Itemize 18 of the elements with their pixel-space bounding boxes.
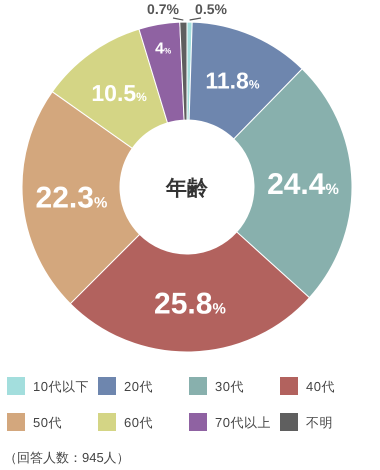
data-label: 0.7% [147,1,180,17]
text: （回答人数：945人） [4,450,130,465]
legend-label: 60代 [124,415,153,430]
legend-label: 20代 [124,379,153,394]
legend-label: 30代 [215,379,244,394]
data-label: 22.3% [36,181,108,214]
data-label: 11.8% [205,67,260,94]
legend-label: 40代 [306,379,335,394]
data-label: 10.5% [91,80,148,106]
legend-label: 不明 [306,415,333,430]
legend-label: 50代 [33,415,62,430]
text: 年齢 [165,177,209,200]
data-label: 4% [155,40,172,58]
data-label: 0.5% [195,1,228,17]
data-label: 25.8% [154,287,226,320]
data-label: 24.4% [267,168,339,201]
legend-label: 70代以上 [215,415,271,430]
legend-label: 10代以下 [33,379,89,394]
